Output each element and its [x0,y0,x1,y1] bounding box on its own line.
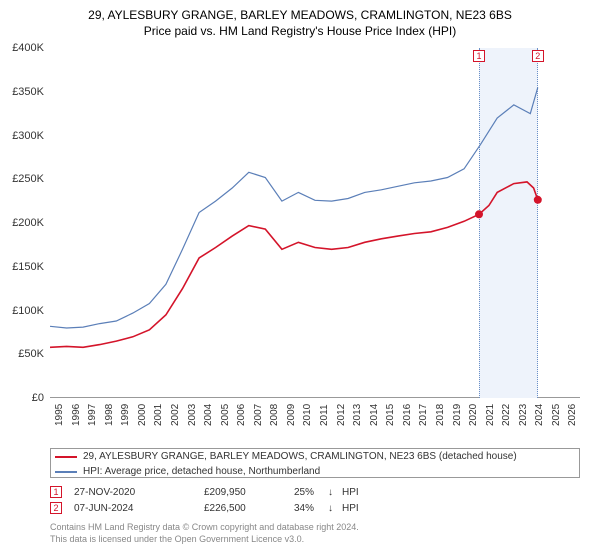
footer-line: Contains HM Land Registry data © Crown c… [50,522,359,534]
annotation-date: 07-JUN-2024 [74,503,204,514]
ytick-label: £400K [0,42,44,54]
xtick-label: 2006 [236,404,247,426]
xtick-label: 1998 [104,404,115,426]
xtick-label: 2009 [286,404,297,426]
xtick-label: 2012 [336,404,347,426]
ytick-label: £50K [0,348,44,360]
annotation-row: 2 07-JUN-2024 £226,500 34% ↓ HPI [50,500,580,516]
legend-swatch [55,456,77,458]
annotation-vs: HPI [342,487,359,498]
xtick-label: 2024 [534,404,545,426]
annotation-price: £226,500 [204,503,294,514]
legend-item: HPI: Average price, detached house, Nort… [51,464,579,478]
xtick-label: 2015 [385,404,396,426]
ytick-label: £200K [0,217,44,229]
xtick-label: 2014 [369,404,380,426]
xtick-label: 2022 [501,404,512,426]
plot-svg [50,48,580,398]
annotation-rows: 1 27-NOV-2020 £209,950 25% ↓ HPI 2 07-JU… [50,484,580,516]
legend-label: HPI: Average price, detached house, Nort… [83,466,320,477]
ytick-label: £250K [0,173,44,185]
xtick-label: 2002 [170,404,181,426]
arrow-down-icon: ↓ [328,487,342,498]
xtick-label: 1995 [54,404,65,426]
xtick-label: 2000 [137,404,148,426]
arrow-down-icon: ↓ [328,503,342,514]
xtick-label: 2020 [468,404,479,426]
legend-swatch [55,471,77,473]
xtick-label: 2004 [203,404,214,426]
xtick-label: 2025 [551,404,562,426]
xtick-label: 1996 [71,404,82,426]
xtick-label: 2010 [302,404,313,426]
xtick-label: 2001 [153,404,164,426]
xtick-label: 2018 [435,404,446,426]
xtick-label: 2019 [452,404,463,426]
annotation-price: £209,950 [204,487,294,498]
annotation-pct: 34% [294,503,328,514]
legend-label: 29, AYLESBURY GRANGE, BARLEY MEADOWS, CR… [83,451,517,462]
annotation-date: 27-NOV-2020 [74,487,204,498]
xtick-label: 2026 [567,404,578,426]
xtick-label: 2011 [319,404,330,426]
ytick-label: £300K [0,130,44,142]
xtick-label: 1999 [120,404,131,426]
xtick-label: 2003 [187,404,198,426]
footer-attribution: Contains HM Land Registry data © Crown c… [50,522,359,545]
ytick-label: £100K [0,305,44,317]
annotation-marker: 2 [50,502,62,514]
xtick-label: 2007 [253,404,264,426]
ytick-label: £0 [0,392,44,404]
page-title: 29, AYLESBURY GRANGE, BARLEY MEADOWS, CR… [0,0,600,22]
xtick-label: 2023 [518,404,529,426]
footer-line: This data is licensed under the Open Gov… [50,534,359,546]
chart-container: 29, AYLESBURY GRANGE, BARLEY MEADOWS, CR… [0,0,600,560]
xtick-label: 2021 [485,404,496,426]
event-dot [534,196,542,204]
event-marker-box: 2 [532,50,544,62]
page-subtitle: Price paid vs. HM Land Registry's House … [0,22,600,38]
xtick-label: 2005 [220,404,231,426]
legend-item: 29, AYLESBURY GRANGE, BARLEY MEADOWS, CR… [51,449,579,464]
event-dot [475,210,483,218]
annotation-pct: 25% [294,487,328,498]
xtick-label: 2016 [402,404,413,426]
series-property [50,182,538,347]
legend: 29, AYLESBURY GRANGE, BARLEY MEADOWS, CR… [50,448,580,478]
xtick-label: 1997 [87,404,98,426]
xtick-label: 2013 [352,404,363,426]
xtick-label: 2008 [269,404,280,426]
chart-area: 12 £0£50K£100K£150K£200K£250K£300K£350K£… [50,48,580,423]
series-hpi [50,87,538,328]
ytick-label: £150K [0,261,44,273]
xtick-label: 2017 [418,404,429,426]
ytick-label: £350K [0,86,44,98]
plot-surface: 12 [50,48,580,398]
annotation-row: 1 27-NOV-2020 £209,950 25% ↓ HPI [50,484,580,500]
annotation-vs: HPI [342,503,359,514]
annotation-marker: 1 [50,486,62,498]
event-marker-box: 1 [473,50,485,62]
